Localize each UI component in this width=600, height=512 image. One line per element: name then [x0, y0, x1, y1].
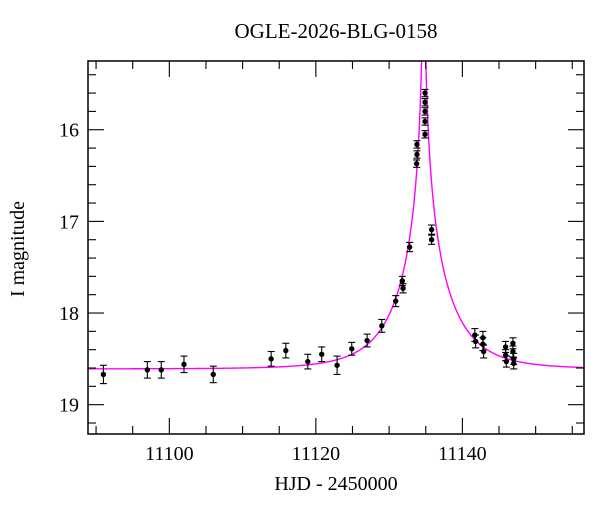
data-point-marker — [349, 346, 355, 352]
model-curve-group — [88, 61, 584, 370]
model-curve — [88, 61, 584, 370]
tick-labels-group: 11100 11120 11140 16 17 18 19 — [59, 120, 487, 465]
data-point — [480, 344, 488, 359]
data-point-marker — [100, 371, 107, 378]
axis-ticks-group — [88, 61, 584, 434]
data-point — [421, 130, 429, 139]
data-point-marker — [144, 367, 151, 373]
data-point — [428, 234, 436, 245]
data-point-marker — [319, 351, 325, 357]
data-point-marker — [428, 226, 435, 233]
x-tick-label: 11120 — [292, 443, 341, 465]
data-point-marker — [379, 323, 385, 329]
data-point-marker — [305, 358, 311, 365]
data-point — [99, 364, 107, 385]
data-point — [209, 365, 217, 384]
data-point-marker — [502, 352, 509, 358]
data-point — [318, 346, 326, 363]
data-point — [413, 140, 421, 149]
data-point — [421, 98, 429, 107]
data-point — [399, 283, 407, 294]
x-axis-label: HJD - 2450000 — [274, 473, 397, 495]
data-point — [421, 88, 429, 98]
data-point — [428, 224, 436, 235]
data-point-marker — [472, 338, 479, 345]
data-point — [333, 355, 341, 375]
y-axis-label: I magnitude — [7, 201, 29, 297]
data-point-marker — [414, 151, 420, 158]
data-point — [157, 361, 165, 379]
data-point — [392, 295, 400, 308]
plot-frame — [87, 60, 585, 435]
data-point — [363, 333, 371, 348]
data-point — [510, 357, 518, 370]
data-point — [143, 361, 151, 379]
data-point-marker — [399, 278, 406, 284]
data-point-marker — [393, 298, 399, 304]
data-point — [304, 353, 312, 370]
data-point — [421, 107, 429, 116]
data-point — [421, 117, 429, 126]
data-point-marker — [406, 244, 413, 250]
y-tick-label: 19 — [59, 395, 79, 417]
data-point-marker — [210, 371, 216, 378]
data-point — [502, 355, 510, 368]
data-point-marker — [283, 347, 289, 354]
y-tick-label: 16 — [59, 120, 79, 142]
data-point-marker — [510, 360, 517, 367]
data-point — [348, 341, 356, 356]
data-point-marker — [158, 367, 164, 373]
data-point — [406, 241, 414, 253]
data-point-marker — [414, 141, 420, 148]
data-point-marker — [400, 285, 406, 291]
data-point-marker — [502, 344, 509, 350]
data-point-marker — [422, 90, 428, 96]
data-point — [180, 355, 188, 374]
data-point-marker — [503, 358, 510, 365]
y-tick-label: 17 — [59, 211, 79, 233]
data-point-marker — [480, 348, 487, 355]
data-point-marker — [413, 160, 420, 167]
data-point — [267, 350, 275, 367]
data-point-marker — [510, 340, 516, 346]
data-point-marker — [428, 237, 435, 243]
data-point — [472, 334, 480, 349]
data-point-marker — [422, 108, 428, 115]
data-point-marker — [422, 99, 428, 105]
x-tick-label: 11140 — [438, 443, 487, 465]
y-tick-label: 18 — [59, 303, 79, 325]
data-point — [378, 318, 386, 333]
data-point — [282, 342, 290, 359]
data-point-marker — [268, 356, 274, 362]
data-point-marker — [480, 341, 486, 347]
x-tick-label: 11100 — [145, 443, 194, 465]
data-point-marker — [422, 118, 428, 125]
data-point — [509, 345, 517, 358]
data-point-marker — [422, 131, 428, 138]
data-point-marker — [334, 362, 340, 368]
plot-title: OGLE-2026-BLG-0158 — [235, 19, 438, 43]
data-point-marker — [364, 337, 370, 344]
data-point-marker — [181, 361, 187, 368]
data-point — [413, 150, 421, 159]
data-point — [413, 159, 421, 168]
data-points-group — [99, 88, 518, 385]
